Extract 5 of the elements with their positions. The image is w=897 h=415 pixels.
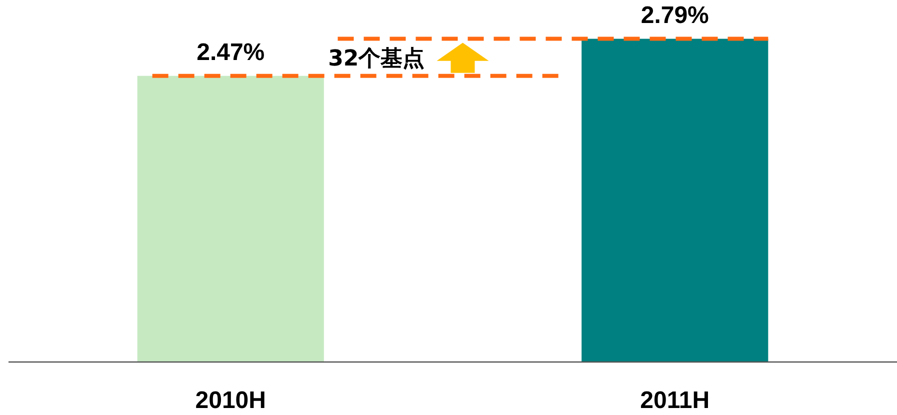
data-label: 2.47% bbox=[196, 38, 265, 66]
data-label: 2.79% bbox=[640, 2, 709, 29]
x-tick-label: 2010H bbox=[195, 387, 266, 414]
x-tick-label: 2011H bbox=[640, 387, 710, 414]
annotation: 32个基点 bbox=[328, 46, 425, 72]
